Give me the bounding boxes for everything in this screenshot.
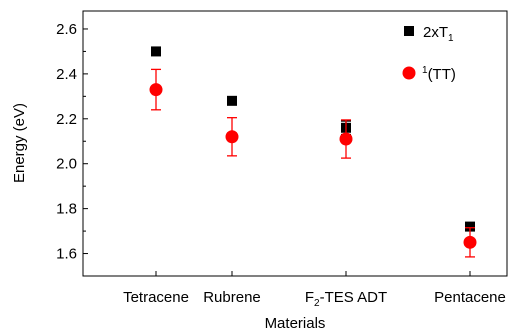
- legend-label-main: 2xT: [423, 24, 448, 41]
- x-tick-label-main: F: [305, 289, 314, 306]
- data-point-circle: [225, 130, 239, 144]
- x-tick-label: F2-TES ADT: [305, 289, 387, 309]
- x-tick-label-main: Tetracene: [123, 289, 189, 306]
- y-tick-label: 2.0: [56, 156, 77, 173]
- legend-label-main: (TT): [428, 66, 456, 83]
- legend-marker-circle: [402, 66, 416, 80]
- y-tick-label: 1.6: [56, 246, 77, 263]
- data-point-square: [465, 221, 475, 232]
- data-point-circle: [339, 132, 353, 146]
- x-tick-label-main: Rubrene: [203, 289, 261, 306]
- data-point-square: [227, 95, 237, 106]
- x-tick-label: Pentacene: [434, 289, 506, 306]
- x-tick-label-main: Pentacene: [434, 289, 506, 306]
- data-point-circle: [149, 83, 163, 97]
- legend-marker-square: [404, 26, 414, 36]
- axes: 1.6 1.8 2.0 2.2 2.4 2.6 Tetracene Rubrene F2-TES…: [56, 21, 506, 309]
- x-tick-label: Tetracene: [123, 289, 189, 306]
- legend-label: 1(TT): [422, 65, 456, 83]
- y-tick-label: 2.6: [56, 21, 77, 38]
- x-tick-label: Rubrene: [203, 289, 261, 306]
- y-tick-label: 2.4: [56, 66, 77, 83]
- x-tick-label-rest: -TES ADT: [320, 289, 388, 306]
- legend-label-sub: 1: [448, 33, 454, 44]
- y-axis-label: Energy (eV): [11, 103, 28, 183]
- x-tick-label-sub: 2: [314, 298, 320, 309]
- data-point-circle: [463, 235, 477, 249]
- data-point-square: [151, 46, 161, 57]
- data-marks: [149, 46, 477, 258]
- y-tick-label: 2.2: [56, 111, 77, 128]
- x-axis-label: Materials: [265, 315, 326, 332]
- plot-frame: [82, 10, 508, 277]
- y-tick-label: 1.8: [56, 201, 77, 218]
- legend-label: 2xT1: [423, 24, 454, 44]
- legend-label-superscript: 1: [422, 65, 428, 76]
